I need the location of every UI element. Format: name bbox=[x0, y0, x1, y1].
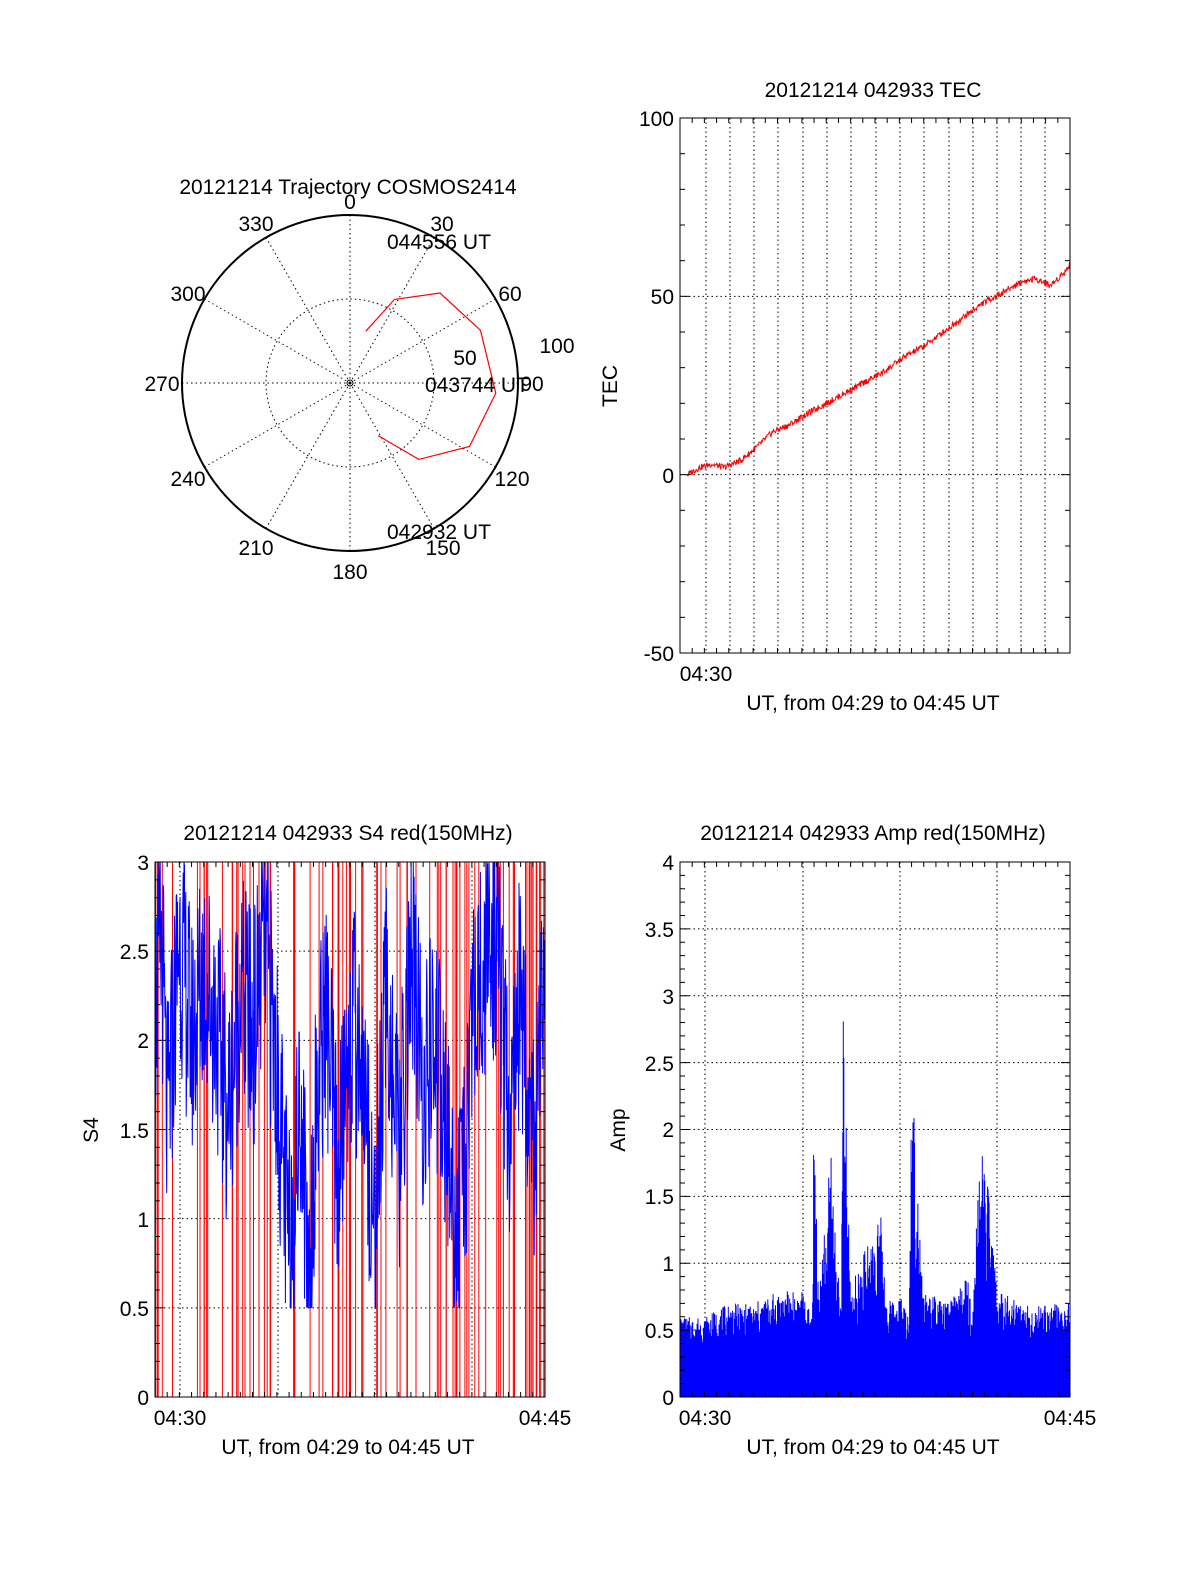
azimuth-label-30: 30 bbox=[430, 213, 453, 236]
s4-ytick-label-2-5: 2.5 bbox=[120, 941, 149, 964]
amp-xlabel: UT, from 04:29 to 04:45 UT bbox=[746, 1436, 999, 1459]
azimuth-label-240: 240 bbox=[170, 468, 205, 491]
azimuth-label-120: 120 bbox=[494, 468, 529, 491]
trajectory-start-time: 042932 UT bbox=[387, 521, 491, 544]
amp-ytick-label-3: 3 bbox=[662, 986, 674, 1009]
s4-minor-ticks bbox=[154, 861, 545, 1398]
tec-minor-ticks bbox=[679, 117, 1070, 654]
tec-grid bbox=[680, 118, 1070, 653]
tec-panel: 20121214 042933 TEC -50 0 50 100 04:30 U… bbox=[599, 79, 1071, 715]
polar-ring-50 bbox=[265, 298, 435, 468]
s4-ytick-label-0: 0 bbox=[137, 1387, 149, 1410]
trajectory-end-time: 044556 UT bbox=[387, 231, 491, 254]
polar-spokes bbox=[182, 215, 518, 551]
elevation-label-100: 100 bbox=[539, 335, 574, 358]
amp-panel: 20121214 042933 Amp red(150MHz) 0 0.5 1 … bbox=[607, 822, 1096, 1459]
polar-grid bbox=[181, 214, 519, 552]
s4-title: 20121214 042933 S4 red(150MHz) bbox=[183, 822, 512, 845]
s4-ylabel: S4 bbox=[80, 1117, 103, 1143]
s4-series bbox=[154, 861, 546, 1309]
azimuth-label-180: 180 bbox=[332, 561, 367, 584]
tec-ytick-label-50: 50 bbox=[651, 286, 674, 309]
azimuth-label-330: 330 bbox=[238, 213, 273, 236]
amp-ytick-label-1-5: 1.5 bbox=[645, 1186, 674, 1209]
azimuth-label-0: 0 bbox=[344, 191, 356, 214]
azimuth-label-270: 270 bbox=[144, 373, 179, 396]
s4-xtick-label-0430: 04:30 bbox=[154, 1407, 207, 1430]
trajectory-title: 20121214 Trajectory COSMOS2414 bbox=[179, 176, 517, 199]
polar-spoke-240 bbox=[204, 382, 351, 468]
polar-center-marker bbox=[346, 379, 354, 387]
s4-xlabel: UT, from 04:29 to 04:45 UT bbox=[221, 1436, 474, 1459]
amp-title: 20121214 042933 Amp red(150MHz) bbox=[700, 822, 1046, 845]
trajectory-panel: 20121214 Trajectory COSMOS2414 0 30 60 9… bbox=[144, 176, 574, 584]
amp-xtick-label-0445: 04:45 bbox=[1044, 1407, 1097, 1430]
amp-ytick-label-0: 0 bbox=[662, 1387, 674, 1410]
azimuth-label-60: 60 bbox=[498, 283, 521, 306]
s4-ytick-label-1: 1 bbox=[137, 1209, 149, 1232]
s4-blue-line bbox=[154, 861, 546, 1309]
tec-line bbox=[686, 262, 1071, 477]
amp-xtick-label-0430: 04:30 bbox=[679, 1407, 732, 1430]
tec-ytick-label-0: 0 bbox=[662, 465, 674, 488]
tec-ytick-label-neg50: -50 bbox=[644, 643, 674, 666]
tec-ylabel: TEC bbox=[599, 365, 622, 407]
trajectory-mid-time: 043744 UT bbox=[425, 374, 529, 397]
trajectory-series bbox=[365, 292, 497, 461]
amp-ytick-label-2-5: 2.5 bbox=[645, 1053, 674, 1076]
tec-xlabel: UT, from 04:29 to 04:45 UT bbox=[746, 692, 999, 715]
azimuth-label-210: 210 bbox=[238, 537, 273, 560]
azimuth-label-90: 90 bbox=[520, 373, 543, 396]
polar-spoke-150 bbox=[349, 382, 435, 529]
s4-ytick-label-3: 3 bbox=[137, 852, 149, 875]
tec-title: 20121214 042933 TEC bbox=[765, 79, 982, 102]
tec-ytick-label-100: 100 bbox=[639, 108, 674, 131]
amp-ytick-label-4: 4 bbox=[662, 852, 674, 875]
polar-spoke-120 bbox=[349, 382, 496, 468]
amp-series bbox=[679, 1021, 1071, 1397]
tec-plot-frame bbox=[679, 117, 1071, 654]
amp-ytick-label-2: 2 bbox=[662, 1119, 674, 1142]
s4-panel: 20121214 042933 S4 red(150MHz) 0 0.5 1 1… bbox=[80, 822, 571, 1459]
s4-ytick-label-0-5: 0.5 bbox=[120, 1298, 149, 1321]
tec-xtick-label-0430: 04:30 bbox=[680, 663, 733, 686]
tec-series bbox=[686, 262, 1071, 477]
polar-spoke-30 bbox=[349, 237, 435, 384]
azimuth-labels: 0 30 60 90 120 150 180 210 240 270 300 3… bbox=[144, 191, 543, 584]
azimuth-label-300: 300 bbox=[170, 283, 205, 306]
azimuth-label-150: 150 bbox=[425, 537, 460, 560]
polar-spoke-210 bbox=[265, 382, 351, 529]
amp-minor-ticks bbox=[679, 861, 1070, 1398]
polar-spoke-60 bbox=[349, 298, 496, 384]
polar-spoke-300 bbox=[204, 298, 351, 384]
amp-ytick-label-0-5: 0.5 bbox=[645, 1320, 674, 1343]
s4-ytick-label-2: 2 bbox=[137, 1030, 149, 1053]
amp-spikes bbox=[679, 1021, 1071, 1397]
trajectory-line bbox=[365, 292, 497, 461]
amp-ytick-label-3-5: 3.5 bbox=[645, 919, 674, 942]
s4-ytick-label-1-5: 1.5 bbox=[120, 1120, 149, 1143]
elevation-label-50: 50 bbox=[453, 347, 476, 370]
s4-xtick-label-0445: 04:45 bbox=[519, 1407, 572, 1430]
polar-spoke-330 bbox=[265, 237, 351, 384]
amp-ylabel: Amp bbox=[607, 1108, 630, 1151]
amp-ytick-label-1: 1 bbox=[662, 1253, 674, 1276]
